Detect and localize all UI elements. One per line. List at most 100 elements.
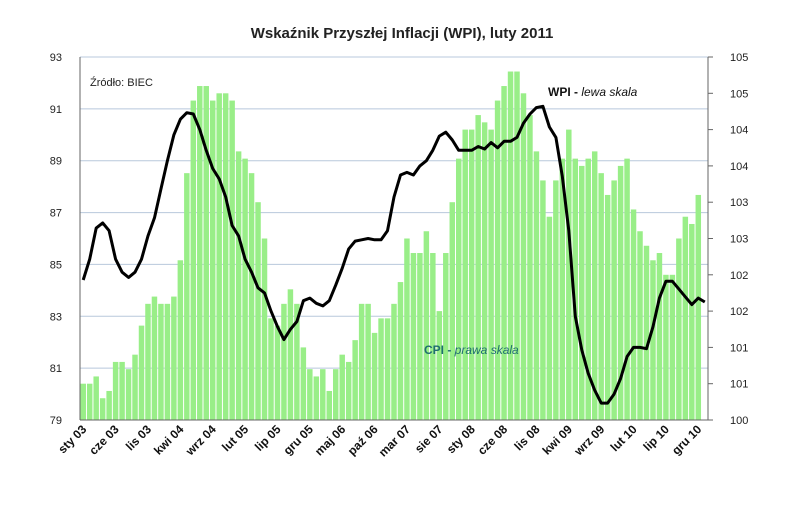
cpi-bar: [604, 194, 611, 420]
cpi-bar: [501, 86, 507, 420]
x-tick-label: gru 05: [281, 422, 317, 458]
right-tick-label: 102: [730, 270, 748, 282]
cpi-bar: [332, 369, 339, 420]
cpi-bar: [514, 71, 520, 421]
cpi-bar: [423, 231, 430, 420]
cpi-bar: [449, 202, 456, 420]
cpi-bar: [99, 398, 106, 420]
x-tick-label: wrz 04: [182, 422, 219, 459]
cpi-bar: [378, 318, 384, 420]
right-tick-label: 105: [730, 52, 748, 64]
cpi-bar: [404, 238, 410, 420]
cpi-bar: [397, 282, 404, 420]
cpi-bar: [559, 158, 566, 420]
x-tick-label: wrz 09: [571, 422, 608, 459]
cpi-bar: [410, 253, 417, 420]
cpi-bar: [585, 158, 591, 420]
cpi-bar: [391, 303, 397, 420]
right-tick-label: 103: [730, 234, 748, 246]
x-tick-label: cze 08: [475, 422, 511, 458]
cpi-bar: [566, 129, 572, 420]
cpi-bar: [197, 86, 203, 420]
cpi-bar: [268, 318, 274, 420]
cpi-bar: [630, 209, 637, 420]
cpi-bar: [579, 165, 585, 420]
cpi-bar: [527, 115, 533, 420]
cpi-bar: [611, 180, 617, 420]
cpi-bar: [164, 303, 171, 420]
cpi-bar: [695, 194, 702, 420]
cpi-bar: [307, 369, 313, 420]
wpi-legend-scale: lewa skala: [581, 85, 637, 99]
cpi-bar: [320, 369, 326, 420]
left-tick-label: 87: [50, 208, 62, 220]
cpi-bar: [177, 260, 184, 420]
cpi-bar: [481, 122, 488, 420]
cpi-bar: [656, 253, 663, 420]
x-tick-label: cze 03: [86, 422, 122, 458]
x-tick-label: maj 06: [312, 422, 349, 459]
left-tick-label: 85: [50, 259, 62, 271]
right-tick-label: 101: [730, 379, 748, 391]
right-tick-label: 102: [730, 306, 748, 318]
cpi-bar: [86, 383, 93, 420]
cpi-bar: [488, 129, 494, 420]
cpi-bar: [255, 202, 261, 420]
cpi-bar: [669, 274, 676, 420]
cpi-bar: [248, 173, 255, 420]
cpi-bar: [216, 93, 222, 421]
cpi-bar: [520, 93, 527, 421]
cpi-bar: [643, 245, 650, 420]
cpi-bar: [624, 158, 630, 420]
cpi-bar: [371, 332, 378, 420]
wpi-line: [81, 104, 706, 405]
x-tick-label: lut 05: [219, 422, 251, 454]
cpi-bar: [106, 390, 112, 420]
x-tick-label: lut 10: [608, 422, 640, 454]
cpi-bar: [507, 71, 514, 421]
cpi-bar: [125, 369, 132, 420]
cpi-bar: [184, 173, 190, 420]
cpi-bar: [475, 115, 481, 420]
left-tick-label: 81: [50, 363, 62, 375]
cpi-bar: [572, 158, 579, 420]
left-tick-label: 89: [50, 156, 62, 168]
right-tick-label: 103: [730, 197, 748, 209]
cpi-bar: [222, 93, 229, 421]
left-tick-label: 93: [50, 52, 62, 64]
cpi-bar: [591, 151, 598, 420]
cpi-bar: [171, 296, 177, 420]
cpi-legend-name: CPI -: [424, 343, 455, 357]
cpi-bar: [112, 361, 119, 420]
cpi-bar: [274, 325, 281, 420]
right-tick-label: 104: [730, 161, 748, 173]
cpi-bar: [80, 383, 86, 420]
x-tick-label: sty 03: [55, 422, 89, 456]
cpi-bar: [326, 390, 332, 420]
cpi-legend-label: CPI - prawa skala: [424, 343, 519, 357]
cpi-bar: [138, 325, 145, 420]
cpi-bar: [533, 151, 540, 420]
cpi-bar: [261, 238, 268, 420]
cpi-bar: [637, 231, 643, 420]
cpi-bar: [663, 274, 669, 420]
x-tick-label: lip 10: [640, 422, 672, 454]
cpi-bar: [617, 165, 624, 420]
cpi-bar: [462, 129, 468, 420]
cpi-bar: [300, 347, 307, 420]
cpi-bar: [281, 303, 287, 420]
cpi-bar: [384, 318, 391, 420]
cpi-bar: [151, 296, 158, 420]
cpi-bar: [294, 303, 300, 420]
cpi-bar: [546, 216, 553, 420]
cpi-bar: [119, 361, 125, 420]
cpi-bar: [650, 260, 656, 420]
left-tick-label: 91: [50, 104, 62, 116]
right-tick-label: 100: [730, 415, 748, 427]
cpi-bar: [132, 354, 138, 420]
cpi-bar: [229, 100, 235, 420]
cpi-bar: [443, 253, 449, 420]
cpi-bar: [209, 100, 216, 420]
cpi-bar: [287, 289, 294, 420]
cpi-bar: [598, 173, 604, 420]
